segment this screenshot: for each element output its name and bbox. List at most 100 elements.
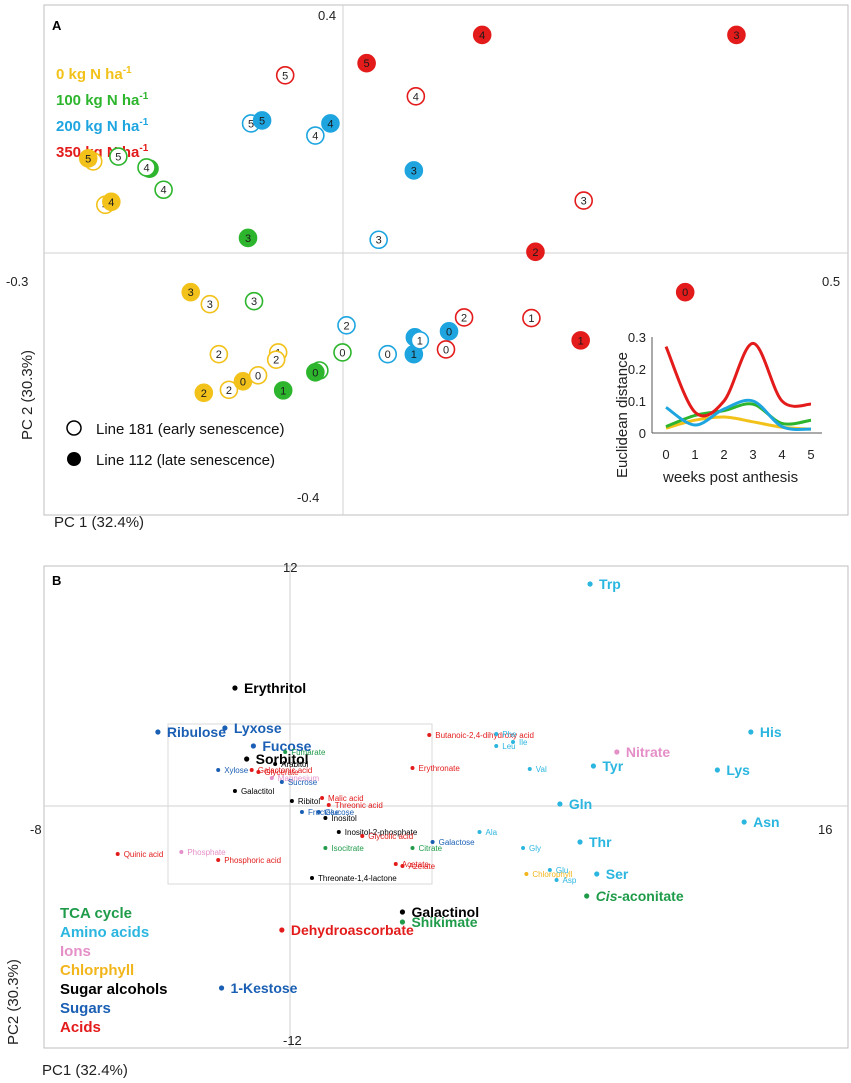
metabolite-point: Nitrate (614, 744, 670, 760)
panel-a: A 0.4 -0.4 -0.3 0.5 PC 1 (32.4%) PC 2 (3… (6, 4, 849, 531)
class-legend-chlorophyll: Chlorphyll (60, 962, 134, 979)
open-circle-marker (66, 420, 82, 436)
metabolite-dot (430, 840, 435, 844)
metabolite-point: Sucrose (279, 778, 318, 787)
metabolite-point: Magnesium (269, 774, 319, 783)
metabolite-point: Galactonic acid (249, 766, 313, 775)
pca-point-week-label: 2 (226, 385, 232, 397)
pca-point-marker (321, 114, 340, 133)
metabolite-dot (400, 864, 405, 868)
metabolite-point: Xylose (216, 766, 249, 775)
metabolite-label: 1-Kestose (231, 980, 298, 996)
pca-point: 3 (727, 25, 746, 45)
pca-point-marker (522, 308, 541, 328)
metabolite-dot (326, 803, 331, 807)
pca-point-week-label: 0 (312, 367, 318, 379)
metabolite-point: Threonic acid (326, 801, 383, 810)
metabolite-label: Phe (502, 730, 517, 739)
metabolite-label: Threonate-1,4-lactone (318, 874, 397, 883)
metabolite-label: Inositol-2-phosphate (345, 828, 418, 837)
metabolite-dot (179, 850, 184, 854)
pca-point: 2 (454, 308, 474, 327)
pca-point: 0 (675, 282, 695, 302)
metabolite-dot (299, 810, 304, 814)
pca-point-marker (181, 282, 201, 302)
metabolite-label: Asp (563, 876, 577, 885)
metabolite-label: Glucose (325, 808, 355, 817)
pca-point-marker (273, 381, 293, 400)
panel-a-ytick-max: 0.4 (318, 8, 336, 23)
metabolite-point: Fumarate (283, 748, 326, 757)
inset-series-line-n100 (665, 402, 812, 428)
pca-point: 3 (244, 291, 264, 311)
metabolite-dot (594, 871, 600, 877)
metabolite-point: Ala (477, 828, 498, 837)
metabolite-dot (232, 685, 238, 691)
pca-point: 0 (333, 343, 352, 362)
pca-point-week-label: 1 (417, 335, 423, 347)
panel-b-scatter: Trp Erythritol Ribulose Lyxose FucoseSorbito… (115, 576, 782, 996)
metabolite-label: Dehydroascorbate (291, 922, 414, 938)
pca-point-marker (306, 362, 325, 382)
metabolite-point: Fucose (250, 738, 312, 754)
filled-circle-marker (67, 452, 81, 466)
metabolite-point: Arabitol (273, 760, 308, 769)
pca-point: 3 (574, 191, 593, 210)
metabolite-point: Leu (494, 742, 516, 751)
n-legend-0: 0 kg N ha-1 (56, 65, 132, 83)
metabolite-point: Val (527, 765, 547, 774)
panel-b: B 12 -12 -8 16 PC1 (32.4%) PC2 (30.3%) T… (5, 560, 849, 1079)
pca-point-week-label: 1 (411, 349, 417, 361)
metabolite-point: Ser (594, 866, 629, 882)
pca-point-week-label: 4 (108, 197, 114, 209)
pca-point-marker (439, 322, 459, 341)
metabolite-point: Lys (714, 762, 750, 778)
pca-point-week-label: 2 (201, 388, 207, 400)
metabolite-label: Fructose (308, 808, 340, 817)
pca-point-week-label: 0 (240, 376, 246, 388)
panel-b-frame (43, 565, 849, 1049)
metabolite-point: Ribitol (289, 797, 320, 806)
metabolite-label: Galactonic acid (258, 766, 313, 775)
line-legend-181: Line 181 (early senescence) (96, 421, 284, 438)
pca-point: 2 (219, 380, 239, 400)
pca-point-marker (238, 228, 258, 248)
pca-point: 1 (571, 331, 590, 350)
inset-y-label: Euclidean distance (614, 352, 631, 478)
metabolite-dot (316, 810, 321, 814)
metabolite-dot (587, 581, 593, 587)
inset-y-ticks: 0 0.1 0.2 0.3 (628, 330, 646, 441)
pca-point: 5 (109, 147, 128, 166)
metabolite-dot (577, 839, 583, 845)
metabolite-point: Inositol (323, 814, 357, 823)
metabolite-label: Acetate (402, 860, 430, 869)
metabolite-point: Erythritol (232, 680, 306, 696)
metabolite-dot (547, 868, 552, 872)
metabolite-point: 1-Kestose (218, 980, 298, 996)
metabolite-dot (590, 763, 597, 769)
metabolite-dot (399, 919, 406, 925)
metabolite-point: Glu (547, 866, 568, 875)
metabolite-label: Galactinol (411, 904, 479, 920)
line-legend: Line 181 (early senescence) Line 112 (la… (66, 420, 284, 469)
metabolite-point: Phosphoric acid (216, 856, 281, 865)
metabolite-point: Asp (554, 876, 577, 885)
pca-point-week-label: 0 (682, 287, 688, 299)
pca-point-week-label: 4 (143, 162, 149, 174)
inset-x-tick-label: 0 (662, 447, 669, 462)
inset-x-tick-label: 3 (749, 447, 756, 462)
pca-point-marker (727, 25, 746, 45)
pca-point-week-label: 5 (248, 118, 254, 130)
metabolite-label: Ile (519, 738, 528, 747)
pca-point-week-label: 5 (115, 152, 121, 164)
metabolite-label: Erythronate (419, 764, 461, 773)
metabolite-point: Tyr (590, 758, 624, 774)
metabolite-point: Thr (577, 834, 612, 850)
pca-point-week-label: 1 (280, 385, 286, 397)
pca-point-marker (526, 242, 545, 262)
metabolite-dot (427, 733, 432, 737)
metabolite-dot (273, 762, 278, 766)
metabolite-point: Galactitol (232, 787, 275, 796)
pca-point: 4 (102, 192, 121, 212)
metabolite-label: Butanoic-2,4-dihydroxy acid (435, 731, 534, 740)
